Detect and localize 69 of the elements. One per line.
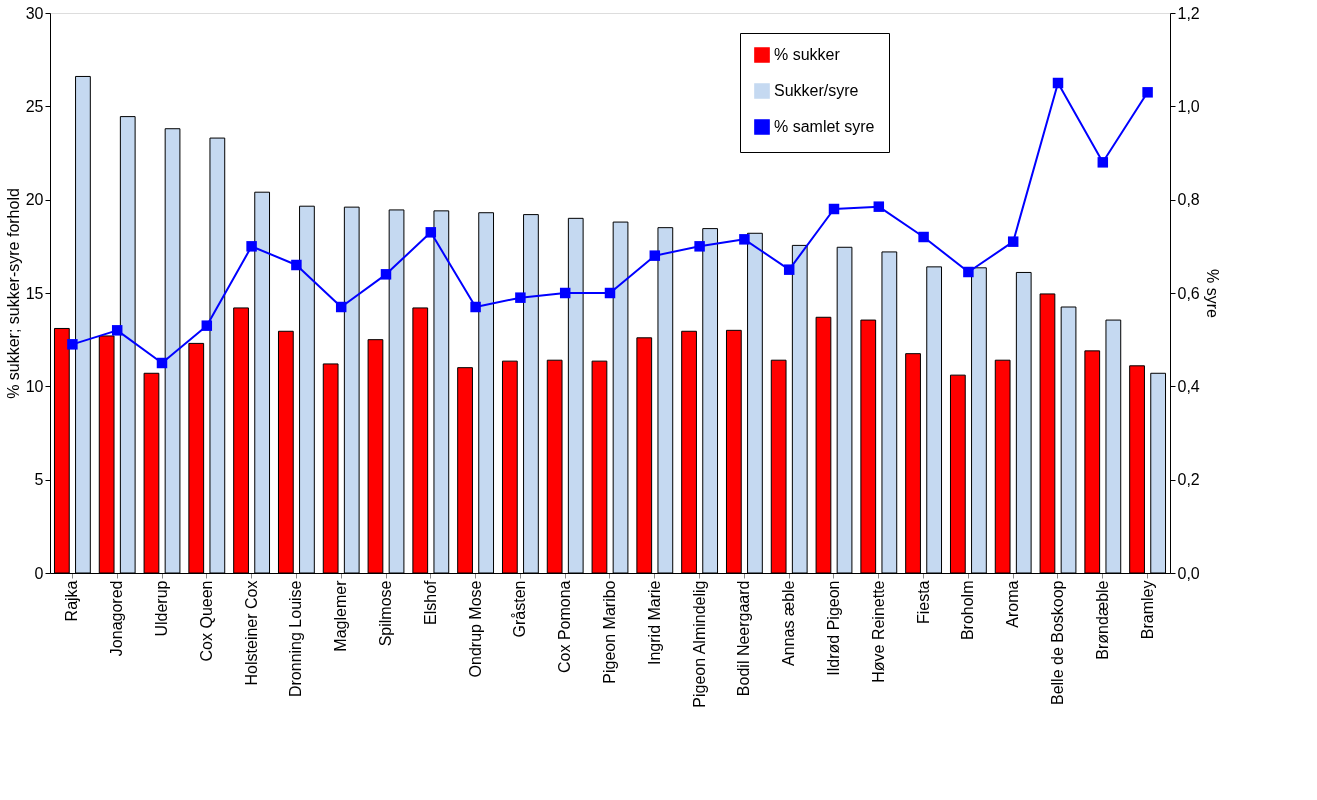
x-tick-label: Cox Pomona	[556, 580, 574, 673]
point	[963, 266, 974, 278]
y-tick-label: 5	[34, 471, 44, 489]
point	[246, 241, 257, 252]
point	[1007, 236, 1019, 247]
y2-tick-label: 1,2	[1177, 4, 1200, 22]
x-tick-label: Brøndæble	[1093, 580, 1111, 660]
x-tick-label: Spilmose	[377, 580, 394, 647]
x-tick-label: Ulderup	[153, 580, 170, 637]
x-tick-label: Gråsten	[511, 580, 529, 638]
point	[649, 250, 661, 261]
x-tick-label: Jonagored	[108, 580, 126, 657]
point	[873, 201, 885, 212]
x-tick-label: Maglemer	[332, 579, 350, 652]
point	[515, 292, 526, 303]
x-tick-label: Holsteiner Cox	[242, 580, 260, 686]
x-tick-label: Ondrup Mose	[466, 580, 484, 678]
point	[918, 231, 929, 243]
y2-tick-label: 1,0	[1177, 97, 1200, 115]
x-tick-label: Pigeon Maribo	[601, 580, 618, 684]
point	[111, 325, 123, 336]
point	[1052, 77, 1064, 89]
point	[425, 227, 437, 238]
point	[1097, 157, 1109, 168]
x-tick-label: Høve Reinette	[869, 580, 887, 683]
x-tick-label: Fiesta	[914, 580, 932, 625]
y-tick-label: 0	[34, 564, 44, 582]
y-tick-label: 25	[25, 97, 44, 115]
y-tick-label: 30	[25, 4, 44, 22]
x-tick-label: Belle de Boskoop	[1049, 580, 1066, 706]
y-tick-label: 10	[25, 377, 44, 395]
point	[67, 339, 78, 350]
x-tick-label: Annas æble	[780, 580, 798, 666]
x-tick-label: Ingrid Marie	[645, 580, 663, 665]
point	[470, 301, 481, 313]
x-tick-label: Rajka	[63, 580, 81, 622]
y2-axis-title: % syre	[1203, 269, 1221, 319]
x-tick-label: Elshof	[421, 579, 439, 625]
y2-tick-label: 0,0	[1177, 564, 1200, 582]
legend-label: % sukker	[774, 46, 841, 63]
point	[156, 357, 168, 369]
point	[783, 264, 795, 275]
point	[201, 320, 213, 331]
point	[380, 269, 392, 280]
y-axis-title: % sukker; sukker-syre forhold	[4, 188, 22, 399]
point	[604, 287, 616, 299]
y2-tick-label: 0,4	[1177, 377, 1200, 395]
x-tick-label: Bramley	[1138, 580, 1156, 640]
point	[1142, 87, 1153, 98]
point	[559, 287, 571, 299]
legend-label: Sukker/syre	[774, 82, 859, 99]
x-tick-label: Ildrød Pigeon	[825, 580, 842, 676]
point	[291, 259, 302, 271]
x-tick-label: Broholm	[959, 580, 977, 641]
x-tick-label: Cox Queen	[197, 580, 215, 662]
x-tick-label: Bodil Neergaard	[735, 580, 753, 697]
x-tick-label: Dronning Louise	[287, 580, 305, 698]
point	[335, 301, 347, 313]
y2-tick-label: 0,2	[1177, 471, 1200, 489]
point	[828, 203, 840, 215]
x-tick-label: Pigeon Almindelig	[690, 580, 708, 708]
y2-tick-label: 0,8	[1177, 191, 1200, 209]
y2-tick-label: 0,6	[1177, 284, 1200, 302]
legend-label: % samlet syre	[774, 118, 875, 135]
y-tick-label: 20	[25, 191, 44, 209]
point	[739, 234, 750, 245]
y-tick-label: 15	[25, 284, 44, 302]
point	[694, 241, 705, 252]
x-tick-label: Aroma	[1004, 580, 1022, 628]
